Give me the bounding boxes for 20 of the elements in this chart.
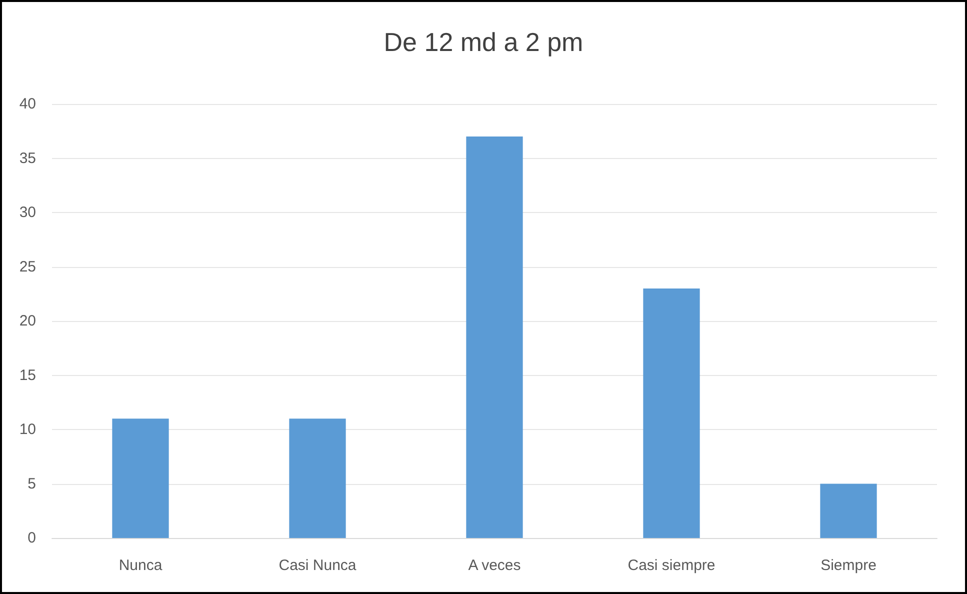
y-tick-label: 0 [28,530,36,546]
y-tick-label: 35 [19,150,36,167]
y-tick-label: 30 [19,204,36,221]
y-tick-label: 15 [19,366,36,384]
bar [643,288,700,538]
bar [466,136,523,538]
bar [820,484,877,538]
y-tick-label: 20 [19,312,36,330]
y-tick-label: 5 [28,475,36,492]
y-tick-label: 40 [19,96,36,112]
x-tick-label: A veces [468,557,521,574]
y-tick-label: 25 [19,258,36,276]
y-tick-label: 10 [19,421,36,438]
x-tick-label: Nunca [118,557,163,574]
chart-title: De 12 md a 2 pm [384,27,584,57]
x-tick-label: Casi siempre [628,557,716,574]
bar [112,418,169,538]
bar [289,418,346,538]
x-tick-label: Siempre [820,557,876,574]
x-tick-label: Casi Nunca [278,557,357,574]
